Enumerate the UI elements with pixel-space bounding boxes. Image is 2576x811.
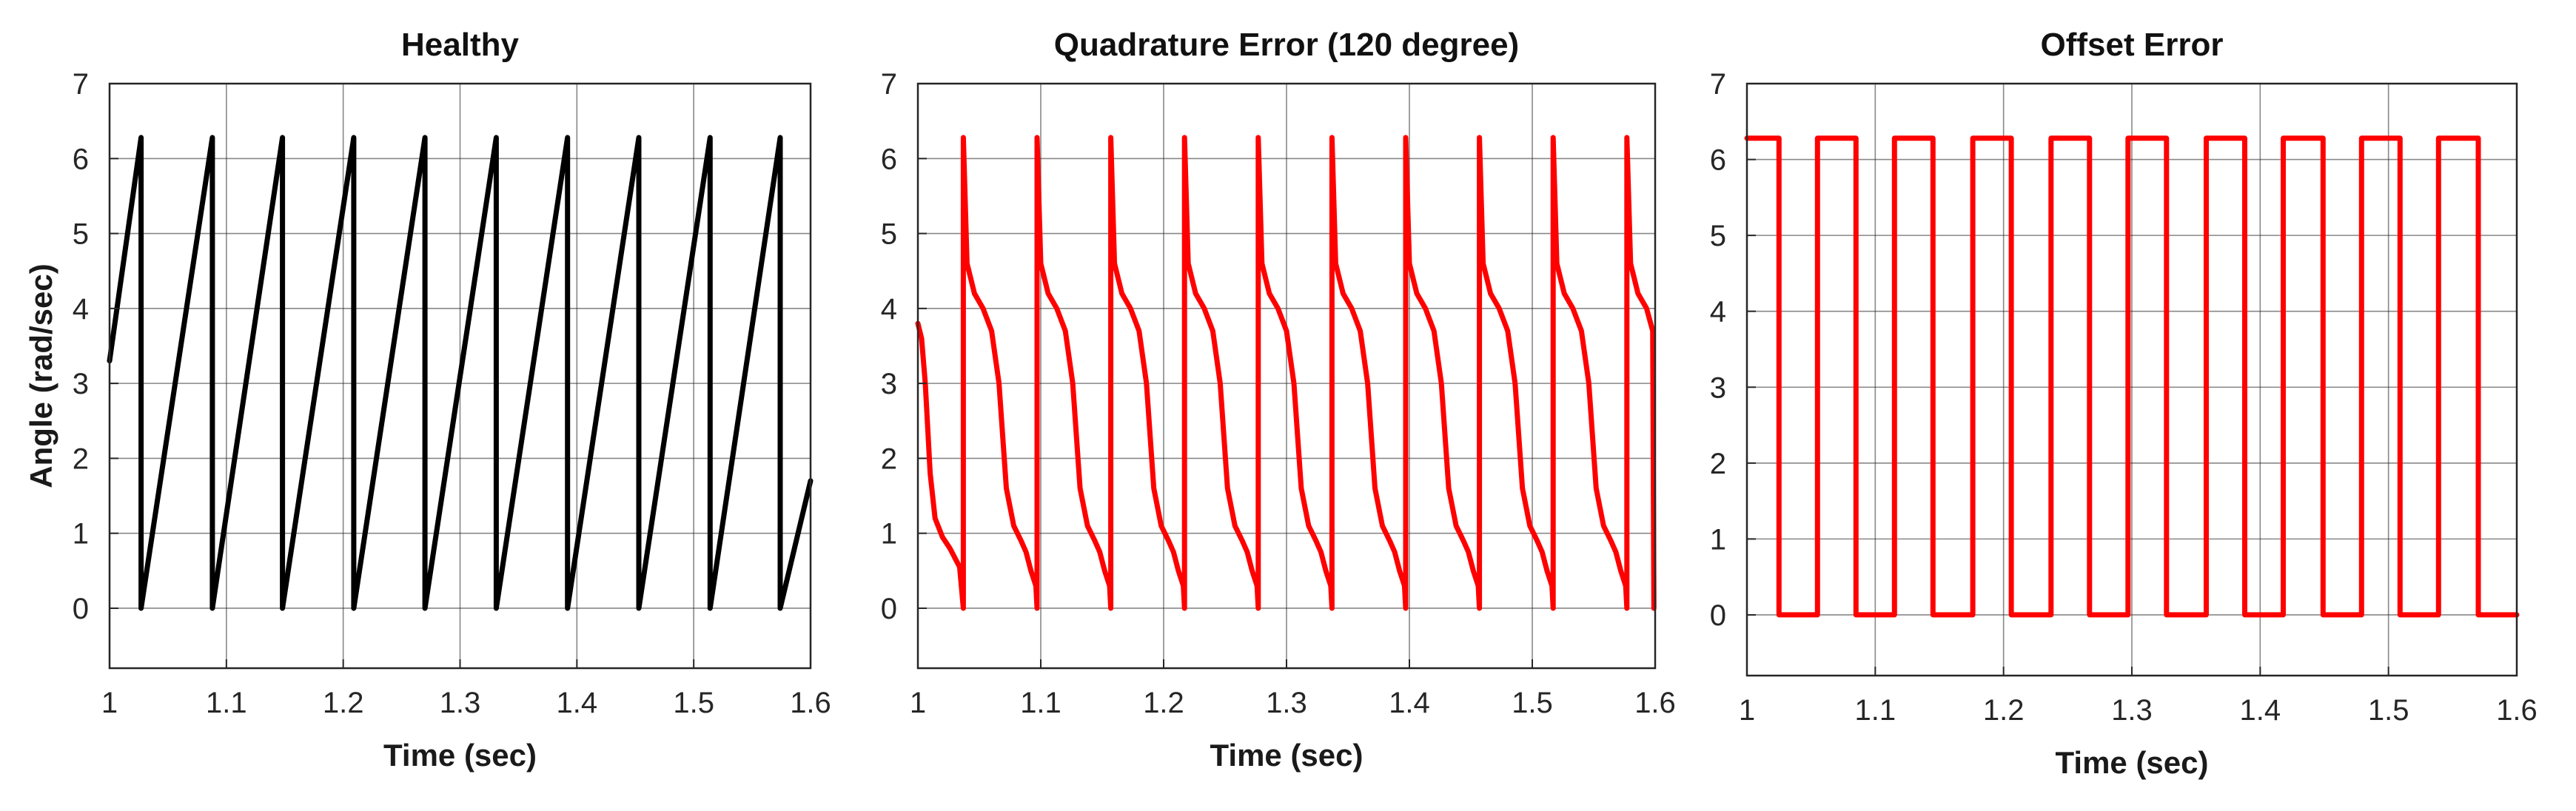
y-tick-label-2: 2 <box>1710 448 1726 480</box>
x-tick-label-0: 1 <box>101 687 118 719</box>
y-tick-label-3: 3 <box>881 368 897 400</box>
chart-panel-2: 1 1.1 1.2 1.3 1.4 1.5 1.6 0 1 2 3 4 5 6 7 Quadrature Er… <box>881 27 1676 773</box>
y-tick-label-1: 1 <box>881 518 897 551</box>
x-tick-label-1: 1.1 <box>206 687 247 719</box>
series-line-1 <box>107 135 814 611</box>
x-tick-label-4: 1.4 <box>557 687 598 719</box>
x-tick-label-6: 1.6 <box>1634 687 1676 719</box>
y-tick-label-6: 6 <box>881 143 897 175</box>
y-tick-label-0: 0 <box>881 593 897 625</box>
y-tick-label-5: 5 <box>881 218 897 251</box>
x-axis-label: Time (sec) <box>383 738 537 773</box>
x-tick-label-3: 1.3 <box>2111 694 2153 727</box>
x-tick-label-4: 1.4 <box>2240 694 2281 727</box>
y-tick-label-1: 1 <box>73 518 89 551</box>
x-tick-label-5: 1.5 <box>673 687 714 719</box>
y-tick-label-4: 4 <box>1710 296 1726 329</box>
x-tick-label-4: 1.4 <box>1389 687 1430 719</box>
y-tick-label-3: 3 <box>73 368 89 400</box>
y-tick-label-7: 7 <box>73 68 89 101</box>
x-tick-label-0: 1 <box>1739 694 1755 727</box>
y-tick-label-7: 7 <box>881 68 897 101</box>
x-tick-label-0: 1 <box>910 687 926 719</box>
x-tick-label-1: 1.1 <box>1855 694 1896 727</box>
y-axis-label: Angle (rad/sec) <box>24 263 58 488</box>
x-tick-label-5: 1.5 <box>2368 694 2409 727</box>
x-tick-label-6: 1.6 <box>2496 694 2538 727</box>
x-tick-label-3: 1.3 <box>1266 687 1307 719</box>
y-tick-label-1: 1 <box>1710 523 1726 556</box>
y-tick-label-0: 0 <box>1710 599 1726 632</box>
y-tick-label-0: 0 <box>73 593 89 625</box>
y-tick-label-7: 7 <box>1710 68 1726 101</box>
y-tick-label-6: 6 <box>73 143 89 175</box>
x-tick-label-3: 1.3 <box>440 687 481 719</box>
y-tick-label-2: 2 <box>73 442 89 475</box>
y-tick-label-2: 2 <box>881 442 897 475</box>
x-tick-label-1: 1.1 <box>1020 687 1061 719</box>
x-tick-label-2: 1.2 <box>1983 694 2025 727</box>
y-tick-label-4: 4 <box>73 293 89 326</box>
y-tick-label-5: 5 <box>1710 220 1726 252</box>
x-tick-label-5: 1.5 <box>1512 687 1553 719</box>
chart-title: Quadrature Error (120 degree) <box>1054 27 1519 63</box>
x-tick-label-2: 1.2 <box>1143 687 1184 719</box>
y-tick-label-4: 4 <box>881 293 897 326</box>
chart-title: Offset Error <box>2041 27 2224 63</box>
y-tick-label-3: 3 <box>1710 371 1726 404</box>
chart-panel-1: 1 1.1 1.2 1.3 1.4 1.5 1.6 0 1 2 3 4 5 6 7 Healthy Time (… <box>24 27 831 773</box>
series-line-1 <box>1744 135 2520 618</box>
y-tick-label-6: 6 <box>1710 144 1726 177</box>
x-axis-label: Time (sec) <box>1210 738 1364 773</box>
chart-title: Healthy <box>401 27 519 63</box>
x-axis-label: Time (sec) <box>2056 745 2209 780</box>
y-tick-label-5: 5 <box>73 218 89 251</box>
x-tick-label-2: 1.2 <box>323 687 364 719</box>
series-line-1 <box>915 135 1657 611</box>
x-tick-label-6: 1.6 <box>790 687 831 719</box>
chart-panel-3: 1 1.1 1.2 1.3 1.4 1.5 1.6 0 1 2 3 4 5 6 7 Offset Error T… <box>1710 27 2538 780</box>
